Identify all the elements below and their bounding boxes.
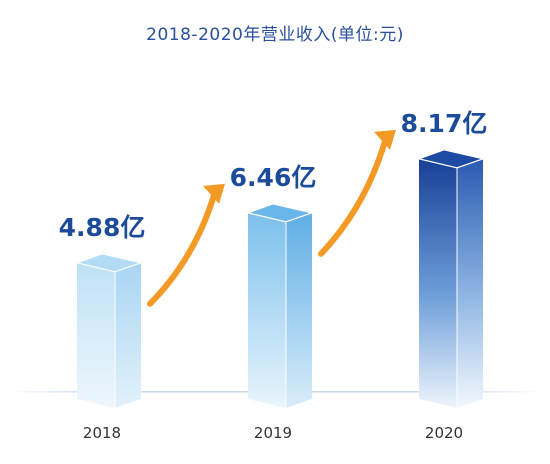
bar-2018 (74, 253, 144, 408)
trend-arrow-icon (147, 183, 225, 307)
value-label-2020: 8.17亿 (401, 109, 488, 138)
trend-arrow-head (374, 129, 396, 150)
bar-2020 (416, 149, 486, 408)
bar-2019 (245, 203, 315, 408)
trend-arrow-icon (318, 129, 396, 257)
bar-side-face (457, 158, 483, 408)
bar-top-cap (74, 253, 144, 273)
trend-arrow-shaft (318, 134, 389, 257)
value-label-2018: 4.88亿 (59, 213, 146, 242)
bar-top-cap (245, 203, 315, 223)
category-label-2020: 2020 (425, 424, 463, 442)
trend-arrow-shaft (147, 188, 218, 307)
trend-arrow-head (203, 183, 225, 204)
bar-top-cap (416, 149, 486, 169)
chart-title: 2018-2020年营业收入(单位:元) (146, 25, 404, 45)
bar-front-face (77, 262, 115, 408)
bar-side-face (286, 212, 312, 408)
category-label-2018: 2018 (83, 424, 121, 442)
bar-side-face (115, 262, 141, 408)
bar-front-face (419, 158, 457, 408)
category-label-2019: 2019 (254, 424, 292, 442)
bar-front-face (248, 212, 286, 408)
value-label-2019: 6.46亿 (230, 163, 317, 192)
